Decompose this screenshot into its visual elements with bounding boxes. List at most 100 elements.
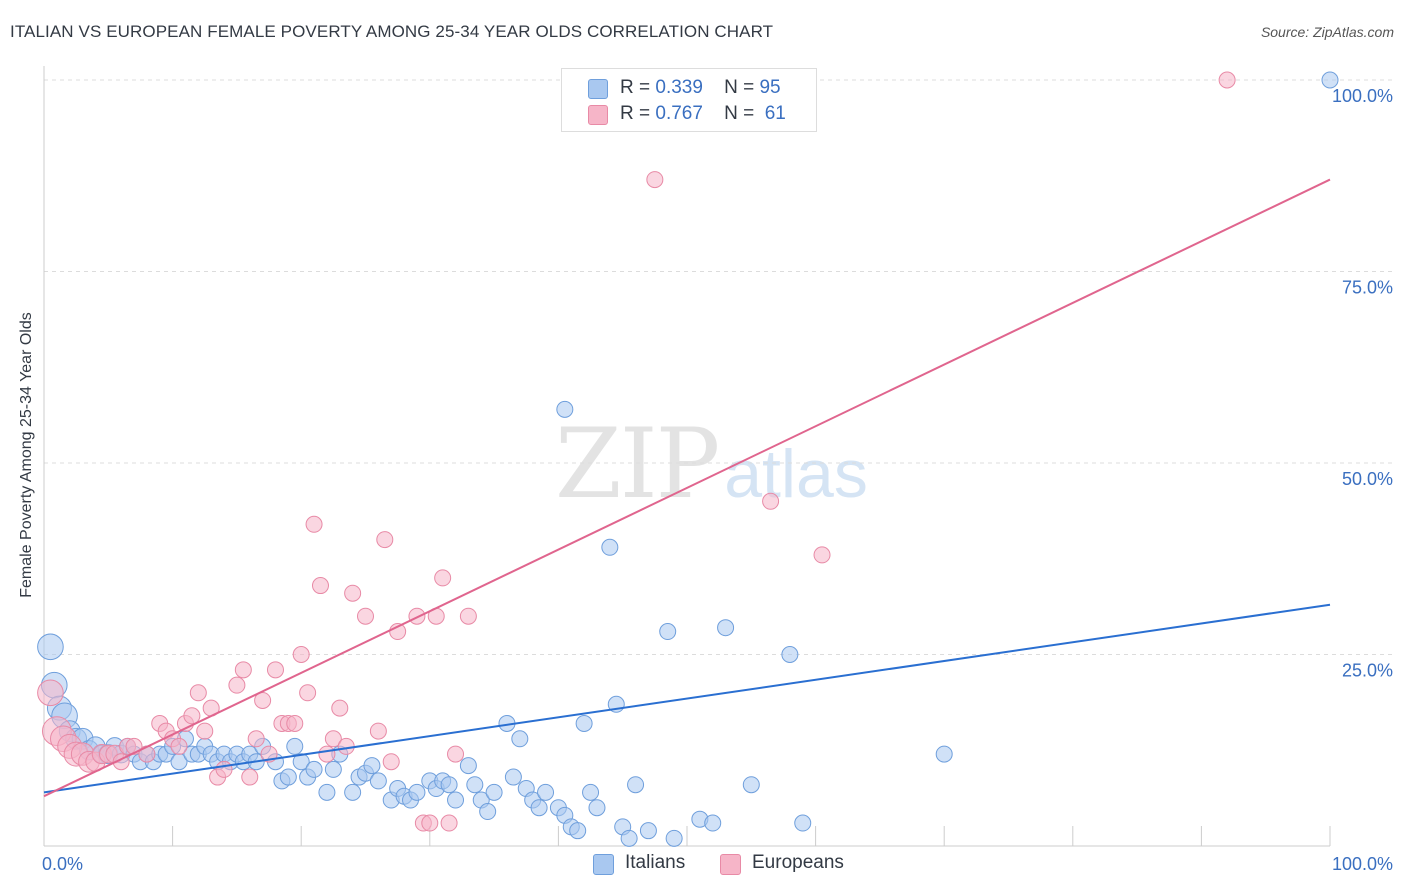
italians-point <box>569 822 587 840</box>
italians-point <box>537 783 555 801</box>
europeans-point <box>344 584 362 602</box>
y-tick-label: 75.0% <box>1342 278 1393 298</box>
italians-trend-line <box>43 603 1331 794</box>
x-tick-label: 0.0% <box>42 854 83 874</box>
italians-point <box>485 783 503 801</box>
italians-point <box>279 768 297 786</box>
watermark-atlas: atlas <box>724 436 868 512</box>
europeans-point <box>305 515 323 533</box>
italians-point <box>575 714 593 732</box>
italians-point <box>292 753 310 771</box>
europeans-point <box>324 730 342 748</box>
europeans-n-value: 61 <box>764 103 786 124</box>
europeans-point <box>37 679 64 707</box>
europeans-point <box>434 569 452 587</box>
europeans-point <box>189 684 207 702</box>
italians-point <box>620 829 638 847</box>
italians-point <box>408 783 426 801</box>
italians-point <box>318 783 336 801</box>
italians-point <box>369 772 387 790</box>
italians-point <box>37 633 64 661</box>
italians-point <box>305 760 323 778</box>
italians-point <box>466 776 484 794</box>
italians-swatch <box>588 79 608 99</box>
italians-point <box>530 799 548 817</box>
legend-n-label: N = <box>724 77 755 98</box>
europeans-point <box>183 707 201 725</box>
europeans-point <box>247 730 265 748</box>
y-tick-label: 25.0% <box>1342 661 1393 681</box>
chart-title: ITALIAN VS EUROPEAN FEMALE POVERTY AMONG… <box>10 22 774 41</box>
italians-point <box>344 783 362 801</box>
europeans-point <box>241 768 259 786</box>
italians-point <box>588 799 606 817</box>
europeans-point <box>318 745 336 763</box>
legend-n-label: N = <box>724 103 755 124</box>
italians-point <box>717 619 735 637</box>
europeans-point <box>292 646 310 663</box>
europeans-point <box>170 737 188 755</box>
europeans-point <box>382 753 400 771</box>
correlation-legend: R = 0.339 N = 95 R = 0.767 N = 61 <box>561 68 817 132</box>
europeans-point <box>357 607 374 625</box>
europeans-r-value: 0.767 <box>655 103 703 124</box>
europeans-point <box>421 814 439 832</box>
watermark-zip: ZIP <box>555 408 720 520</box>
europeans-legend-label: Europeans <box>752 852 844 873</box>
y-axis-label: Female Poverty Among 25-34 Year Olds <box>18 312 35 598</box>
europeans-point <box>337 737 355 755</box>
italians-point <box>447 791 465 809</box>
europeans-point <box>646 171 664 189</box>
europeans-legend-swatch <box>720 854 741 875</box>
watermark: ZIPatlas <box>555 408 868 520</box>
italians-point <box>363 757 381 775</box>
y-tick-label: 50.0% <box>1342 469 1393 489</box>
x-tick-label: 100.0% <box>1332 854 1393 874</box>
italians-point <box>511 730 529 748</box>
europeans-point <box>459 607 477 625</box>
italians-point <box>556 400 574 418</box>
europeans-point <box>813 546 831 564</box>
europeans-point <box>311 577 329 595</box>
europeans-point <box>266 661 284 679</box>
italians-point <box>286 737 304 755</box>
europeans-point <box>376 531 394 549</box>
source-credit: Source: ZipAtlas.com <box>1260 24 1394 40</box>
italians-r-value: 0.339 <box>655 77 703 98</box>
italians-point <box>479 803 497 821</box>
europeans-point <box>234 661 252 679</box>
europeans-point <box>408 607 426 625</box>
europeans-point <box>299 684 317 702</box>
europeans-point <box>196 722 214 740</box>
europeans-point <box>762 492 780 510</box>
italians-point <box>742 776 760 794</box>
italians-point <box>794 814 812 832</box>
italians-point <box>1321 71 1339 89</box>
y-tick-label: 100.0% <box>1332 86 1393 106</box>
europeans-point <box>228 676 246 694</box>
europeans-point <box>440 814 458 832</box>
italians-legend-label: Italians <box>625 852 686 873</box>
italians-legend-swatch <box>593 854 614 875</box>
italians-point <box>504 768 522 786</box>
italians-point <box>582 783 600 801</box>
italians-point <box>601 538 619 556</box>
europeans-point <box>331 699 349 717</box>
italians-point <box>324 760 342 778</box>
italians-point <box>627 776 645 794</box>
europeans-point <box>215 760 233 778</box>
italians-point <box>704 814 722 832</box>
europeans-point <box>286 714 304 732</box>
italians-n-value: 95 <box>759 77 781 98</box>
italians-point <box>639 822 657 840</box>
legend-r-label: R = <box>620 103 651 124</box>
italians-point <box>659 623 677 641</box>
italians-point <box>459 757 477 775</box>
europeans-point <box>1218 71 1236 89</box>
italians-point <box>665 829 683 847</box>
europeans-swatch <box>588 105 608 125</box>
legend-r-label: R = <box>620 77 651 98</box>
italians-point <box>781 646 799 663</box>
italians-point <box>935 745 953 763</box>
